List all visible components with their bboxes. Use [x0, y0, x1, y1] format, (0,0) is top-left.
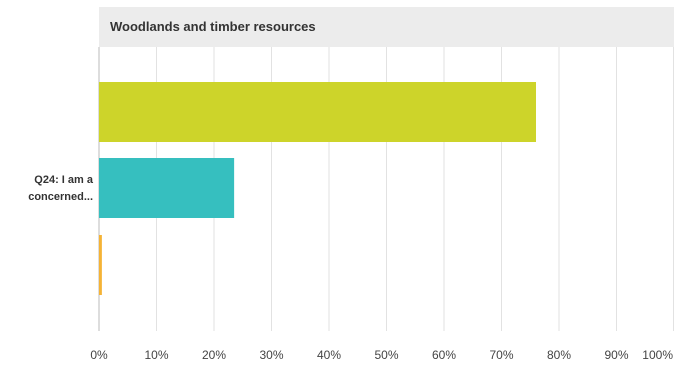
y-category-label: Q24: I am a concerned...: [28, 174, 93, 203]
bars: [99, 82, 536, 295]
chart-header-band: [99, 7, 674, 47]
bar: [99, 158, 235, 218]
bar: [99, 235, 102, 295]
bar: [99, 82, 536, 142]
x-tick-label: 40%: [317, 348, 341, 362]
x-tick-labels: 0% 10% 20% 30% 40% 50% 60% 70% 80% 90% 100%: [90, 348, 673, 362]
x-tick-label: 80%: [547, 348, 571, 362]
x-tick-label: 50%: [374, 348, 398, 362]
x-tick-label: 20%: [202, 348, 226, 362]
x-tick-label: 30%: [259, 348, 283, 362]
x-tick-label: 10%: [144, 348, 168, 362]
x-tick-label: 60%: [432, 348, 456, 362]
chart-title: Woodlands and timber resources: [110, 19, 316, 34]
x-tick-label: 70%: [489, 348, 513, 362]
x-tick-label: 90%: [604, 348, 628, 362]
x-tick-label: 100%: [642, 348, 673, 362]
x-tick-label: 0%: [90, 348, 108, 362]
